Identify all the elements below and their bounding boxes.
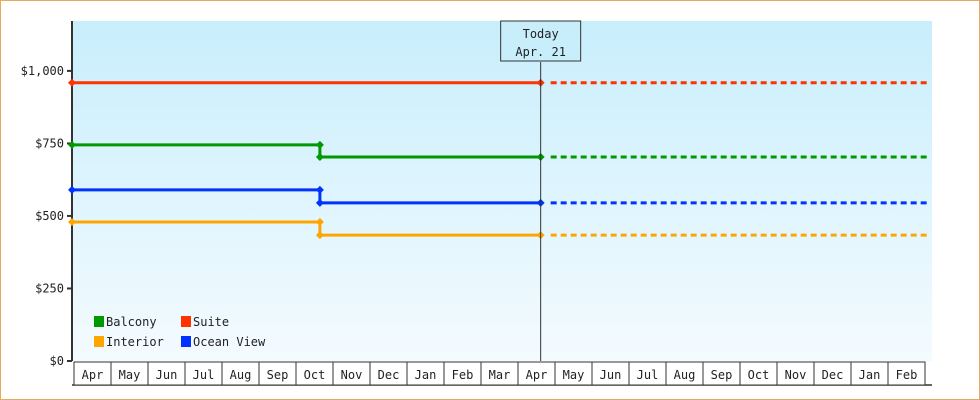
today-label: Today (523, 27, 559, 41)
y-tick-label: $500 (35, 209, 64, 223)
x-tick-label: Feb (452, 368, 474, 382)
legend-label: Interior (106, 335, 164, 349)
x-tick-label: Apr (82, 368, 104, 382)
legend-label: Suite (193, 315, 229, 329)
x-tick-label: Jun (600, 368, 622, 382)
legend-swatch (94, 336, 104, 347)
legend-swatch (94, 316, 104, 327)
x-tick-label: Nov (341, 368, 363, 382)
y-tick-label: $250 (35, 281, 64, 295)
x-tick-label: Mar (489, 368, 511, 382)
legend-swatch (181, 316, 191, 327)
x-tick-label: Dec (822, 368, 844, 382)
series-line-balcony (72, 143, 541, 159)
x-tick-label: Jan (859, 368, 881, 382)
legend-swatch (181, 336, 191, 347)
x-tick-label: Sep (711, 368, 733, 382)
x-tick-label: Oct (748, 368, 770, 382)
y-tick-label: $750 (35, 136, 64, 150)
data-point (68, 185, 76, 194)
x-tick-label: Nov (785, 368, 807, 382)
data-point (315, 140, 324, 149)
data-point (315, 185, 324, 194)
data-point (68, 140, 76, 149)
data-point (315, 153, 324, 162)
x-tick-label: Dec (378, 368, 400, 382)
x-tick-label: Aug (674, 368, 696, 382)
data-point (315, 231, 324, 240)
data-point (68, 78, 76, 87)
x-tick-label: Jun (156, 368, 178, 382)
legend-label: Balcony (106, 315, 157, 329)
x-tick-box (887, 361, 926, 386)
today-label-box (500, 20, 582, 62)
x-tick-label: Jul (193, 368, 215, 382)
x-tick-label: May (563, 368, 585, 382)
x-tick-label: Sep (267, 368, 289, 382)
today-date: Apr. 21 (515, 45, 566, 59)
x-tick-label: Jul (637, 368, 659, 382)
data-point (315, 198, 324, 207)
y-tick-label: $1,000 (21, 64, 64, 78)
series-line-ocean-view (72, 188, 541, 205)
series-line-interior (72, 220, 541, 237)
x-tick-label: Jan (415, 368, 437, 382)
x-tick-label: Feb (896, 368, 918, 382)
x-tick-label: Oct (304, 368, 326, 382)
x-tick-label: Aug (230, 368, 252, 382)
data-point (315, 218, 324, 227)
legend-label: Ocean View (193, 335, 266, 349)
x-tick-label: Apr (526, 368, 548, 382)
y-tick-label: $0 (50, 354, 64, 368)
x-tick-label: May (119, 368, 141, 382)
data-point (68, 218, 76, 227)
